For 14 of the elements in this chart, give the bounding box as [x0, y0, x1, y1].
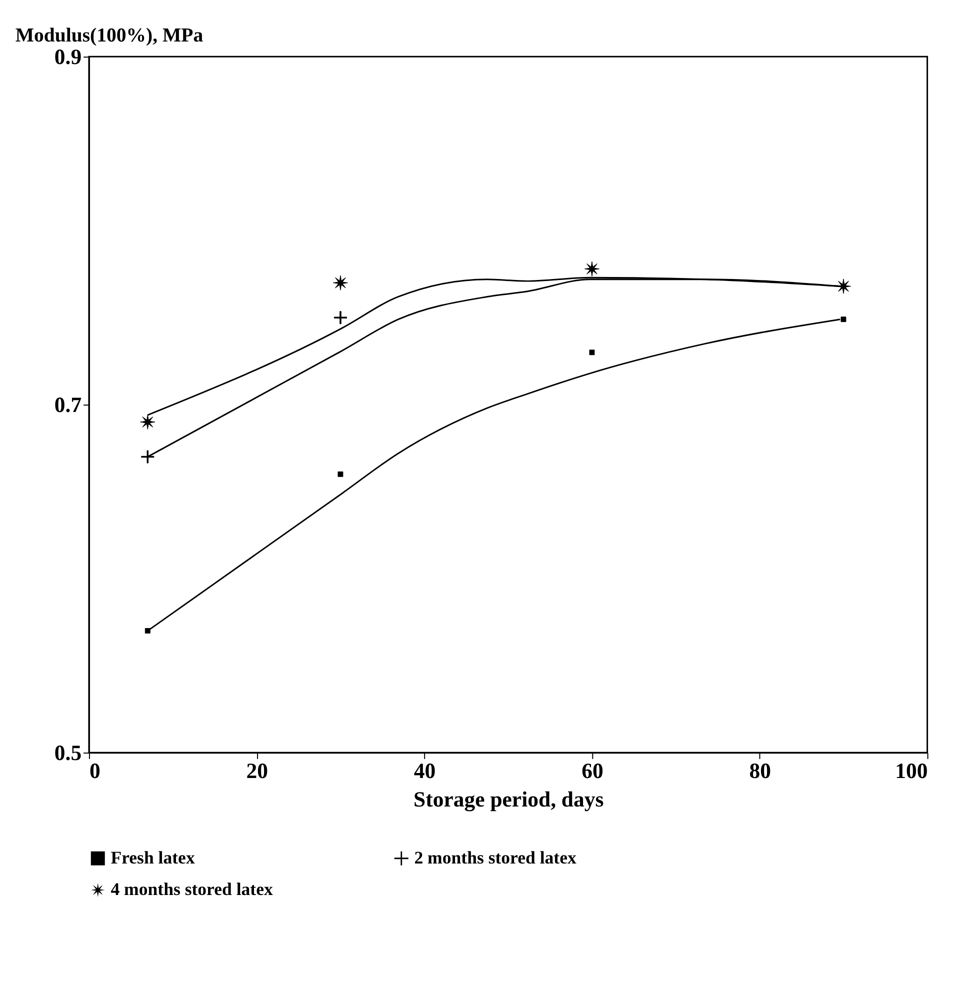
legend-label: Fresh latex — [110, 847, 195, 868]
y-axis-title: Modulus(100%), MPa — [15, 24, 204, 46]
x-tick-label: 0 — [89, 758, 100, 783]
x-tick-label: 40 — [414, 758, 436, 783]
x-tick-label: 20 — [246, 758, 268, 783]
x-tick-label: 60 — [582, 758, 604, 783]
x-axis-title: Storage period, days — [414, 787, 604, 812]
y-tick-label: 0.5 — [54, 741, 82, 766]
x-tick-label: 80 — [749, 758, 772, 783]
y-tick-label: 0.9 — [54, 45, 82, 70]
legend-label: 2 months stored latex — [414, 847, 576, 868]
x-tick-label: 100 — [895, 758, 928, 783]
y-tick-label: 0.7 — [54, 393, 82, 418]
legend-label: 4 months stored latex — [110, 878, 273, 899]
